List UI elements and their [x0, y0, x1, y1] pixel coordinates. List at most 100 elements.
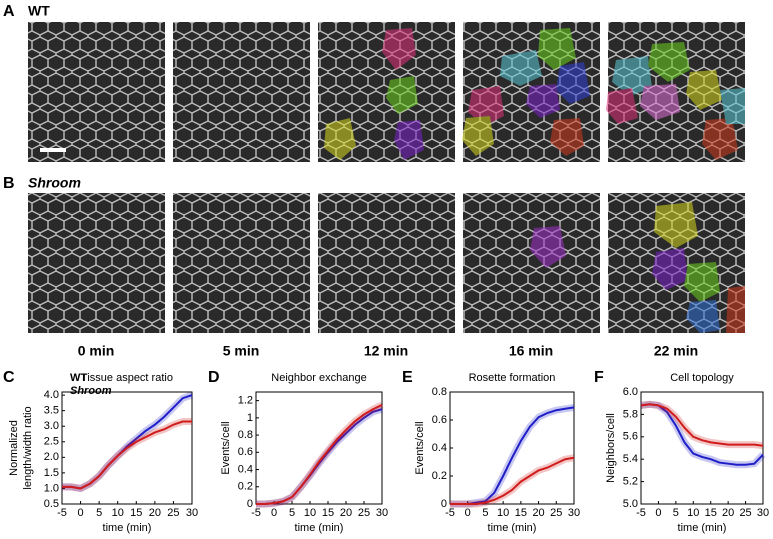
y-tick-label: 1.5	[44, 467, 59, 479]
x-tick-label: 20	[722, 507, 734, 519]
series-line	[62, 420, 192, 490]
micrograph	[28, 193, 165, 333]
micrograph	[28, 22, 165, 162]
time-label: 22 min	[654, 343, 698, 359]
y-tick-label: 0	[247, 498, 253, 510]
x-tick-label: -5	[636, 507, 646, 519]
chart-title: Cell topology	[670, 372, 734, 384]
x-tick-label: 5	[289, 507, 295, 519]
y-tick-label: 1.2	[238, 395, 253, 407]
legend-entry: Shroom	[70, 385, 112, 397]
panel-label: D	[208, 369, 220, 386]
y-tick-label: 2.0	[44, 451, 59, 463]
y-tick-label: 0.8	[238, 429, 253, 441]
x-axis-label: time (min)	[488, 522, 537, 534]
y-tick-label: 5.2	[623, 476, 638, 488]
x-tick-label: 10	[687, 507, 699, 519]
x-tick-label: 20	[340, 507, 352, 519]
x-tick-label: 30	[568, 507, 580, 519]
y-tick-label: 1.0	[44, 482, 59, 494]
panel-label: F	[594, 369, 604, 386]
x-tick-label: 0	[655, 507, 661, 519]
y-tick-label: 0.2	[432, 470, 447, 482]
x-tick-label: 15	[705, 507, 717, 519]
time-label: 5 min	[223, 343, 260, 359]
y-tick-label: 0	[441, 498, 447, 510]
row-label: Shroom	[28, 175, 81, 191]
micrograph	[173, 193, 310, 333]
legend-entry: WT	[70, 372, 87, 384]
plot-frame	[255, 391, 383, 505]
x-tick-label: 0	[465, 507, 471, 519]
x-tick-label: 20	[149, 507, 161, 519]
micrograph	[318, 193, 455, 333]
x-tick-label: 0	[78, 507, 84, 519]
error-band	[640, 400, 766, 469]
micrograph	[463, 193, 600, 333]
x-tick-label: 15	[322, 507, 334, 519]
x-tick-label: 25	[358, 507, 370, 519]
time-label: 16 min	[509, 343, 553, 359]
y-tick-label: 2.5	[44, 436, 59, 448]
y-tick-label: 0.2	[238, 481, 253, 493]
x-axis-label: time (min)	[103, 522, 152, 534]
time-label: 12 min	[364, 343, 408, 359]
x-tick-label: 10	[304, 507, 316, 519]
x-tick-label: -5	[57, 507, 67, 519]
micrograph	[173, 22, 310, 162]
x-tick-label: 5	[673, 507, 679, 519]
y-axis-label: Events/cell	[220, 421, 232, 474]
chart-title: Neighbor exchange	[271, 372, 366, 384]
y-tick-label: 5.0	[623, 498, 638, 510]
x-tick-label: 25	[739, 507, 751, 519]
x-axis-label: time (min)	[678, 522, 727, 534]
error-band	[62, 418, 192, 492]
x-tick-label: 0	[271, 507, 277, 519]
panel-label: E	[402, 369, 413, 386]
x-tick-label: 20	[532, 507, 544, 519]
y-tick-label: 0.8	[432, 386, 447, 398]
x-tick-label: 30	[757, 507, 769, 519]
y-tick-label: 5.4	[623, 453, 638, 465]
y-tick-label: 0.6	[432, 414, 447, 426]
x-axis-label: time (min)	[295, 522, 344, 534]
y-axis-label: Neighbors/cell	[605, 413, 617, 483]
y-tick-label: 5.6	[623, 431, 638, 443]
rosette-overlays	[324, 28, 745, 333]
chart-title: Tissue aspect ratio	[81, 372, 173, 384]
series-line	[62, 394, 193, 490]
x-tick-label: 10	[497, 507, 509, 519]
x-tick-label: 25	[550, 507, 562, 519]
x-tick-label: 25	[167, 507, 179, 519]
y-tick-label: 3.0	[44, 420, 59, 432]
series-line	[256, 404, 383, 505]
row-label: WT	[28, 3, 50, 19]
y-tick-label: 3.5	[44, 405, 59, 417]
plot-frame	[640, 391, 764, 505]
series-line	[640, 403, 764, 447]
x-tick-label: -5	[445, 507, 455, 519]
x-tick-label: 10	[112, 507, 124, 519]
series-line	[450, 456, 575, 505]
time-label: 0 min	[78, 343, 115, 359]
series-line	[640, 403, 764, 466]
y-tick-label: 0.5	[44, 498, 59, 510]
charts: C Tissue aspect ratio-5 0 5 10 15 20 25 300.51.0…	[3, 369, 769, 534]
x-tick-label: 30	[376, 507, 388, 519]
x-tick-label: 15	[515, 507, 527, 519]
y-tick-label: 4.0	[44, 389, 59, 401]
y-axis-label: length/width ratio	[22, 406, 34, 489]
y-tick-label: 5.8	[623, 408, 638, 420]
y-axis-label: Events/cell	[414, 421, 426, 474]
y-axis-label: Normalized	[8, 420, 20, 476]
x-tick-label: 5	[482, 507, 488, 519]
plot-frame	[61, 391, 193, 505]
y-tick-label: 0.6	[238, 446, 253, 458]
x-tick-label: 5	[96, 507, 102, 519]
chart-title: Rosette formation	[469, 372, 556, 384]
panel-label: B	[3, 175, 15, 192]
scale-bar	[40, 148, 66, 152]
panel-label: A	[3, 3, 15, 20]
y-tick-label: 0.4	[432, 442, 447, 454]
